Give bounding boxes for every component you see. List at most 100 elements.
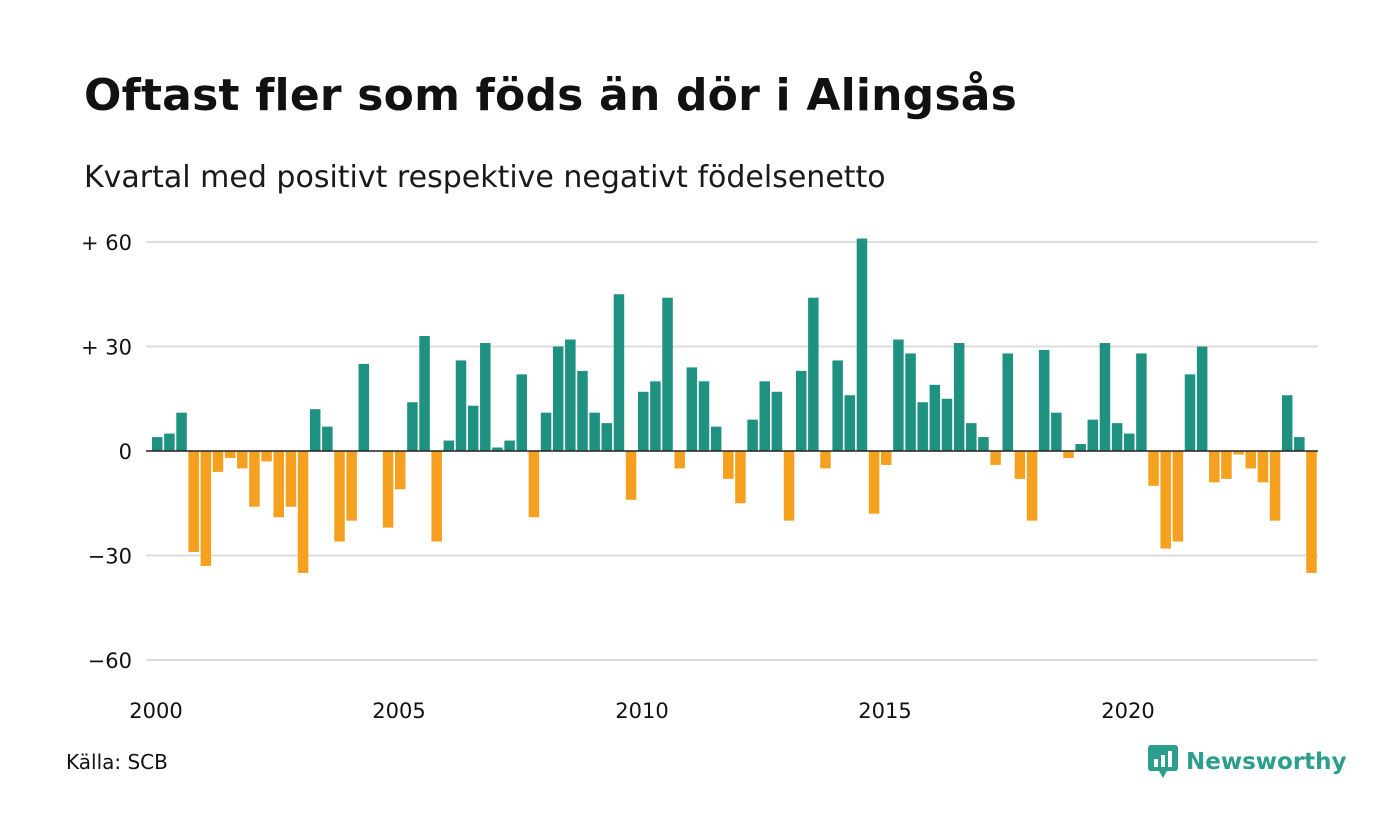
bar-positive	[577, 370, 588, 451]
bar-positive	[808, 297, 819, 451]
bar-negative	[881, 451, 892, 465]
bar-negative	[334, 451, 345, 542]
bar-positive	[358, 363, 370, 451]
bar-negative	[297, 451, 309, 573]
bar-negative	[188, 451, 199, 553]
bar-positive	[844, 395, 856, 451]
bar-positive	[176, 412, 187, 451]
bar-negative	[1221, 451, 1232, 479]
bar-positive	[1111, 423, 1123, 451]
axis-layer: + 60 + 30 0 −30 −60 2000 2005 2010 2015 2020	[81, 231, 1318, 723]
bar-positive	[856, 238, 868, 451]
bar-positive	[1124, 433, 1135, 451]
bar-negative	[346, 451, 357, 521]
bar-negative	[528, 451, 540, 518]
bar-negative	[783, 451, 795, 521]
bar-negative	[1233, 451, 1244, 455]
bar-positive	[467, 405, 479, 451]
bar-positive	[795, 370, 807, 451]
bar-negative	[723, 451, 734, 479]
bar-negative	[273, 451, 284, 518]
bar-positive	[164, 433, 175, 451]
brand-name: Newsworthy	[1186, 749, 1347, 775]
y-tick-label: −60	[88, 649, 132, 673]
source-note: Källa: SCB	[66, 750, 168, 774]
bar-positive	[601, 423, 613, 451]
bar-layer	[152, 238, 1317, 573]
newsworthy-logo-icon	[1148, 745, 1178, 778]
bar-positive	[322, 426, 333, 451]
bar-positive	[419, 336, 430, 451]
bar-negative	[285, 451, 297, 507]
bar-positive	[759, 381, 770, 451]
x-tick-label: 2020	[1101, 699, 1154, 723]
bar-negative	[431, 451, 442, 542]
bar-positive	[710, 426, 722, 451]
bar-negative	[1160, 451, 1171, 549]
bar-positive	[1184, 374, 1196, 451]
bar-positive	[1196, 346, 1208, 451]
bar-positive	[686, 367, 698, 451]
bar-positive	[613, 294, 625, 451]
bar-positive	[552, 346, 564, 451]
bar-negative	[1257, 451, 1269, 483]
bar-negative	[1014, 451, 1026, 479]
bar-positive	[1075, 444, 1086, 451]
bar-positive	[1087, 419, 1099, 451]
bar-positive	[309, 409, 321, 451]
bar-positive	[771, 391, 783, 451]
bar-negative	[382, 451, 394, 528]
bar-negative	[200, 451, 212, 566]
bar-positive	[455, 360, 467, 451]
y-tick-label: −30	[88, 545, 132, 569]
bar-negative	[212, 451, 224, 472]
bar-negative	[820, 451, 831, 469]
bar-positive	[905, 353, 916, 451]
bar-positive	[917, 402, 928, 451]
bar-negative	[224, 451, 236, 458]
bar-positive	[929, 384, 941, 451]
bar-positive	[662, 297, 673, 451]
bar-negative	[1172, 451, 1184, 542]
bar-positive	[966, 423, 977, 451]
bar-negative	[237, 451, 248, 469]
bar-positive	[1136, 353, 1147, 451]
bar-positive	[540, 412, 552, 451]
bar-positive	[832, 360, 843, 451]
bar-positive	[1099, 343, 1111, 451]
x-tick-label: 2005	[372, 699, 425, 723]
bar-negative	[249, 451, 260, 507]
bar-positive	[492, 447, 503, 451]
bar-positive	[953, 343, 965, 451]
brand-logo[interactable]: Newsworthy	[1148, 744, 1347, 780]
x-tick-label: 2015	[858, 699, 911, 723]
bar-negative	[261, 451, 272, 462]
bar-negative	[395, 451, 406, 490]
bar-positive	[698, 381, 710, 451]
bar-positive	[978, 437, 989, 451]
bar-positive	[504, 440, 515, 451]
bar-negative	[674, 451, 685, 469]
bar-positive	[152, 437, 163, 451]
bar-positive	[1002, 353, 1013, 451]
bar-negative	[1209, 451, 1220, 483]
bar-positive	[480, 343, 491, 451]
x-tick-label: 2000	[129, 699, 182, 723]
bar-positive	[638, 391, 649, 451]
grid-layer	[146, 241, 1318, 661]
bar-negative	[625, 451, 637, 500]
bar-negative	[1026, 451, 1038, 521]
y-tick-label: 0	[119, 440, 132, 464]
bar-negative	[735, 451, 746, 504]
bar-positive	[565, 339, 576, 451]
bar-negative	[1063, 451, 1074, 458]
bar-positive	[747, 419, 758, 451]
bar-negative	[868, 451, 880, 514]
bar-positive	[516, 374, 527, 451]
bar-negative	[990, 451, 1001, 465]
bar-positive	[589, 412, 600, 451]
x-tick-label: 2010	[615, 699, 668, 723]
bar-negative	[1306, 451, 1317, 573]
bar-positive	[941, 398, 953, 451]
